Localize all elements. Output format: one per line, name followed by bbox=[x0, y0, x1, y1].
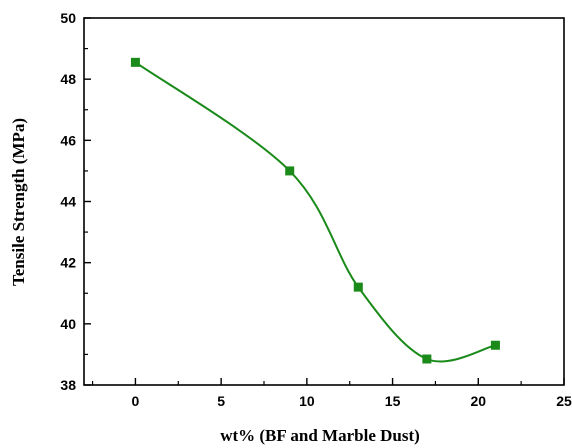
series-line bbox=[134, 61, 496, 363]
plot-frame bbox=[83, 17, 565, 386]
y-tick-label: 40 bbox=[60, 316, 76, 332]
data-point bbox=[285, 166, 295, 176]
y-tick-label: 46 bbox=[60, 132, 76, 148]
data-point bbox=[422, 354, 432, 364]
y-tick-label: 42 bbox=[60, 255, 76, 271]
x-tick-label: 15 bbox=[385, 393, 401, 409]
y-tick-label: 50 bbox=[60, 10, 76, 26]
data-point bbox=[353, 282, 363, 292]
series-layer bbox=[130, 57, 500, 364]
data-point bbox=[490, 340, 500, 350]
x-tick-label: 0 bbox=[132, 393, 140, 409]
x-tick-label: 25 bbox=[556, 393, 572, 409]
x-axis-title: wt% (BF and Marble Dust) bbox=[220, 426, 420, 445]
axes bbox=[83, 17, 565, 386]
x-tick-label: 20 bbox=[470, 393, 486, 409]
x-tick-label: 5 bbox=[217, 393, 225, 409]
x-tick-label: 10 bbox=[299, 393, 315, 409]
y-tick-label: 48 bbox=[60, 71, 76, 87]
y-axis-title: Tensile Strength (MPa) bbox=[9, 118, 28, 286]
y-tick-label: 44 bbox=[60, 194, 76, 210]
ticks: 0 5 10 15 20 25 38 40 42 44 46 48 50 bbox=[60, 10, 572, 409]
data-point bbox=[130, 57, 140, 67]
y-tick-label: 38 bbox=[60, 377, 76, 393]
